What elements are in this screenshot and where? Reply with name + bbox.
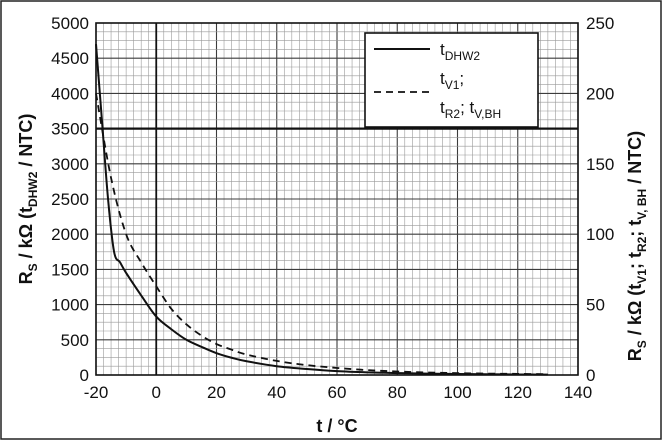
y-right-title-p3: ; t <box>625 220 645 237</box>
y-right-title-p1: / kΩ (t <box>625 284 645 340</box>
plot-border <box>95 22 579 376</box>
x-tick-label: 60 <box>328 383 347 402</box>
x-tick-label: 140 <box>564 383 592 402</box>
y-left-tick-label: 3500 <box>51 120 89 139</box>
y-right-title-p2-sub: R2 <box>635 236 649 252</box>
y-left-title-tail: / NTC) <box>16 114 36 172</box>
y-left-tick-label: 2000 <box>51 225 89 244</box>
y-right-title-main-sub: S <box>635 340 649 348</box>
y-left-tick-label: 500 <box>61 331 89 350</box>
y-right-tick-label: 150 <box>586 155 614 174</box>
y-right-title-p3-sub: V, BH <box>635 189 649 220</box>
y-right-tick-label: 100 <box>586 225 614 244</box>
series-layer <box>95 44 548 376</box>
y-right-tick-label: 250 <box>586 14 614 33</box>
legend-label-tv1-sub: V1 <box>445 78 460 92</box>
y-left-tick-label: 1000 <box>51 296 89 315</box>
y-right-tick-label: 50 <box>586 296 605 315</box>
x-axis-title: t / °C <box>316 416 357 436</box>
y-right-title-tail: / NTC) <box>625 131 645 189</box>
tick-labels: -20 0 20 40 60 80 100 120 1400500100015002000250… <box>51 14 614 402</box>
y-right-title-main: R <box>625 348 645 361</box>
series-line-tdhw2 <box>95 44 548 376</box>
legend-label-tdhw2: tDHW2 <box>440 40 480 63</box>
y-left-title-rest-sub: DHW2 <box>26 171 40 207</box>
y-left-title-main-sub: S <box>26 263 40 271</box>
x-tick-label: 80 <box>388 383 407 402</box>
legend-label-tdhw2-sub: DHW2 <box>445 49 481 63</box>
y-left-tick-label: 1500 <box>51 260 89 279</box>
y-left-title-main: R <box>16 271 36 284</box>
legend-label-tr2-tvbh: tR2; tV,BH <box>440 98 501 121</box>
y-left-tick-label: 4500 <box>51 49 89 68</box>
y-left-tick-label: 3000 <box>51 155 89 174</box>
y-left-title-rest: / kΩ (t <box>16 207 36 263</box>
legend-label-tv1-main: t <box>440 69 445 88</box>
y-right-title-p1-sub: V1 <box>635 269 649 284</box>
y-axis-right-title: RS / kΩ (tV1; tR2; tV, BH / NTC) <box>625 131 649 361</box>
legend-label-tv1-sep: ; <box>459 69 464 88</box>
legend-label-tv1: tV1; <box>440 69 464 92</box>
y-right-tick-label: 0 <box>586 366 595 385</box>
y-axis-left-title: RS / kΩ (tDHW2 / NTC) <box>16 114 40 285</box>
x-tick-label: 40 <box>267 383 286 402</box>
legend-label-tvbh-main: ; t <box>460 98 474 117</box>
y-left-tick-label: 4000 <box>51 84 89 103</box>
y-left-tick-label: 2500 <box>51 190 89 209</box>
legend-label-tr2-sub: R2 <box>445 107 461 121</box>
x-tick-label: 0 <box>152 383 161 402</box>
legend-label-tvbh-sub: V,BH <box>474 107 501 121</box>
x-tick-label: 100 <box>443 383 471 402</box>
legend-label-tdhw2-main: t <box>440 40 445 59</box>
y-left-tick-label: 5000 <box>51 14 89 33</box>
legend: tDHW2 tV1; tR2; tV,BH <box>364 32 539 128</box>
x-tick-label: -20 <box>84 383 109 402</box>
y-right-tick-label: 200 <box>586 84 614 103</box>
x-tick-label: 120 <box>504 383 532 402</box>
y-left-tick-label: 0 <box>80 366 89 385</box>
y-right-title-p2: ; t <box>625 252 645 269</box>
legend-label-tr2-main: t <box>440 98 445 117</box>
x-tick-label: 20 <box>207 383 226 402</box>
